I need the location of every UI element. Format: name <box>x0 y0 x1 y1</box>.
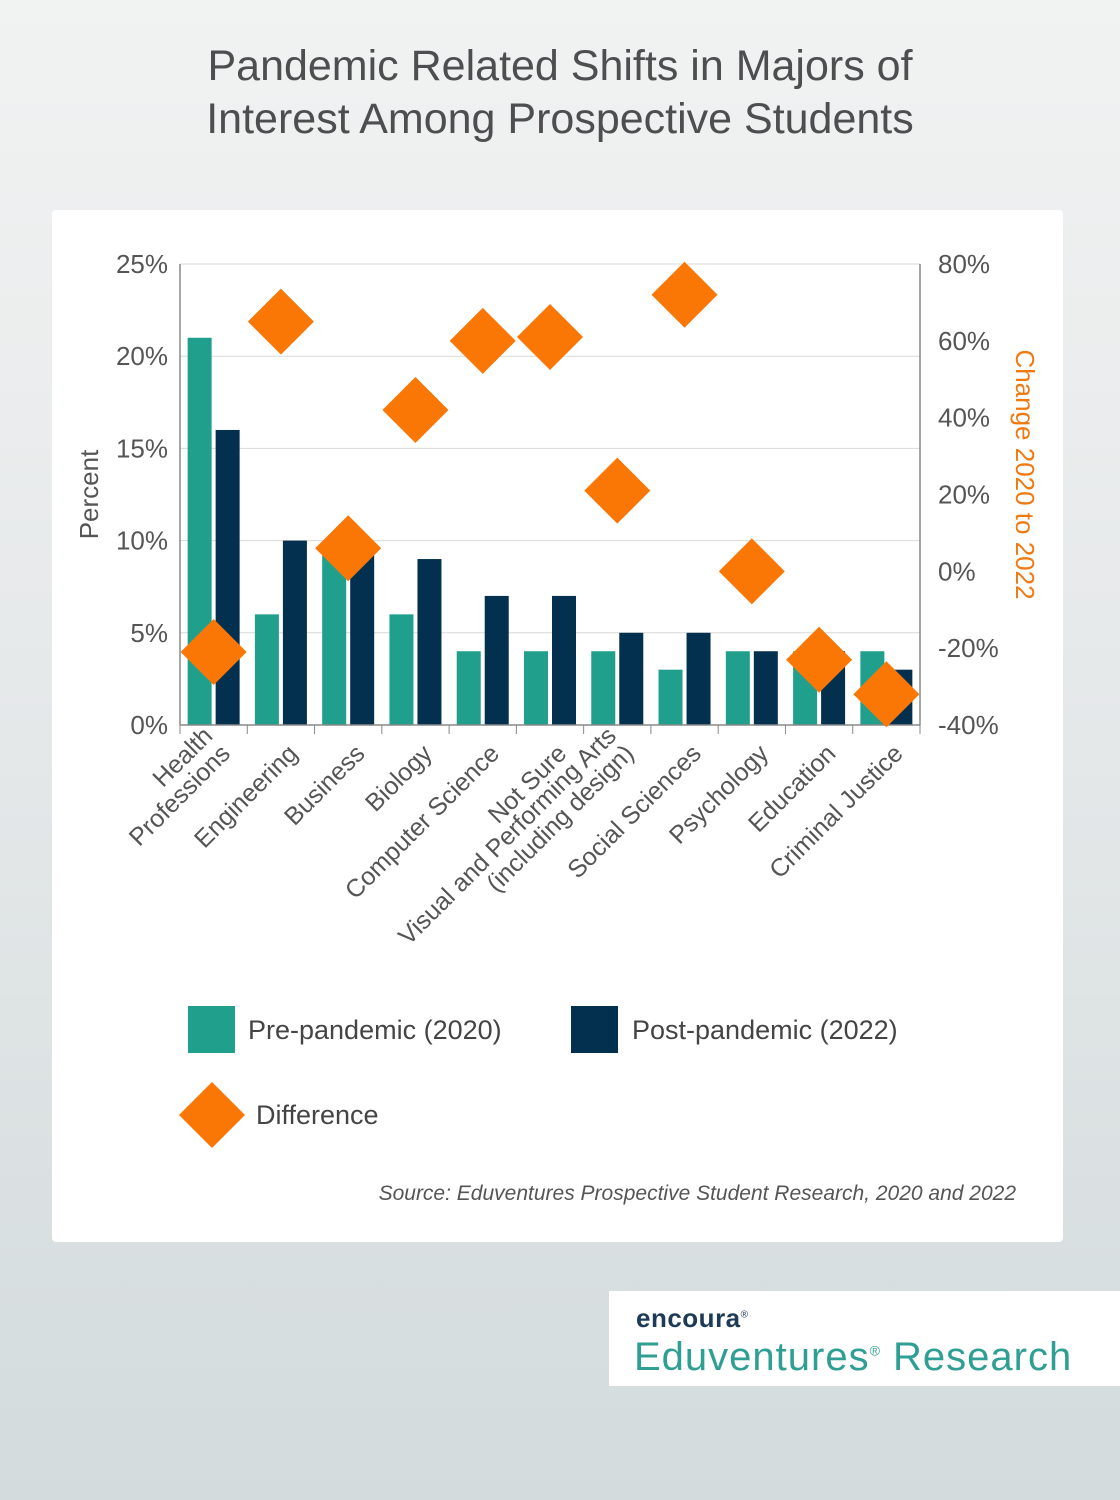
encoura-logo-mark: ® <box>740 1309 749 1321</box>
encoura-logo: encoura® <box>636 1303 749 1334</box>
y2-tick-label: 0% <box>938 556 976 586</box>
y2-tick-label: 80% <box>938 249 990 279</box>
y-tick-label: 5% <box>130 618 168 648</box>
difference-marker <box>651 261 718 328</box>
bar-pre-pandemic <box>456 651 481 725</box>
y-tick-label: 10% <box>116 526 168 556</box>
bar-pre-pandemic <box>725 651 750 725</box>
y-tick-label: 15% <box>116 433 168 463</box>
legend-swatch-pre <box>188 1006 235 1053</box>
y2-tick-label: 20% <box>938 480 990 510</box>
difference-marker <box>180 619 247 686</box>
legend-swatch-difference <box>179 1082 245 1148</box>
difference-marker <box>247 288 314 355</box>
difference-marker <box>449 307 516 374</box>
title-line-2: Interest Among Prospective Students <box>206 95 914 143</box>
bar-post-pandemic <box>619 632 644 725</box>
bar-post-pandemic <box>753 651 778 725</box>
difference-marker <box>382 376 449 443</box>
legend-label-post: Post-pandemic (2022) <box>632 1015 898 1045</box>
y2-tick-label: -20% <box>938 633 999 663</box>
brand-panel: encoura® Eduventures® Research <box>609 1291 1120 1386</box>
difference-marker <box>517 303 583 370</box>
difference-marker <box>315 515 382 582</box>
y-tick-label: 20% <box>116 341 168 371</box>
bar-post-pandemic <box>686 632 711 725</box>
bar-post-pandemic <box>552 595 576 725</box>
eduventures-research-logo: Eduventures® Research <box>634 1335 1072 1380</box>
brand-name: Eduventures <box>634 1335 870 1379</box>
y-axis-title: Percent <box>74 449 104 539</box>
bar-pre-pandemic <box>658 669 683 725</box>
title-line-1: Pandemic Related Shifts in Majors of <box>207 42 913 90</box>
y2-tick-label: 60% <box>938 326 990 356</box>
y2-tick-label: 40% <box>938 403 990 433</box>
bar-pre-pandemic <box>591 651 616 725</box>
legend-label-pre: Pre-pandemic (2020) <box>248 1015 502 1045</box>
chart: 0% 5% 10% 15% 20% 25% -40% -20% 0% 20% 40% 60% 80% Pe… <box>74 249 1040 1148</box>
source-note: Source: Eduventures Prospective Student … <box>378 1182 1016 1205</box>
brand-name-suffix: Research <box>880 1335 1073 1379</box>
bar-pre-pandemic <box>389 614 414 725</box>
difference-marker <box>853 661 920 728</box>
y2-axis-title: Change 2020 to 2022 <box>1010 349 1040 599</box>
bar-post-pandemic <box>484 595 509 725</box>
legend-swatch-post <box>571 1006 618 1053</box>
brand-name-mark: ® <box>869 1342 881 1359</box>
y-tick-label: 0% <box>130 710 168 740</box>
page-title: Pandemic Related Shifts in Majors of Int… <box>60 40 1060 146</box>
bar-pre-pandemic <box>322 549 347 725</box>
legend-label-difference: Difference <box>256 1100 379 1130</box>
chart-card: 0% 5% 10% 15% 20% 25% -40% -20% 0% 20% 40% 60% 80% Pe… <box>52 210 1063 1242</box>
y-tick-label: 25% <box>116 249 168 279</box>
bar-pre-pandemic <box>254 614 279 725</box>
bar-pre-pandemic <box>524 651 548 725</box>
y2-tick-label: -40% <box>938 710 999 740</box>
difference-marker <box>584 457 651 524</box>
difference-marker <box>786 626 853 693</box>
bar-post-pandemic <box>350 549 375 725</box>
difference-marker <box>718 538 785 605</box>
bar-post-pandemic <box>417 559 442 725</box>
bar-post-pandemic <box>215 429 240 725</box>
encoura-logo-text: encoura <box>636 1303 741 1333</box>
bar-post-pandemic <box>282 540 307 725</box>
